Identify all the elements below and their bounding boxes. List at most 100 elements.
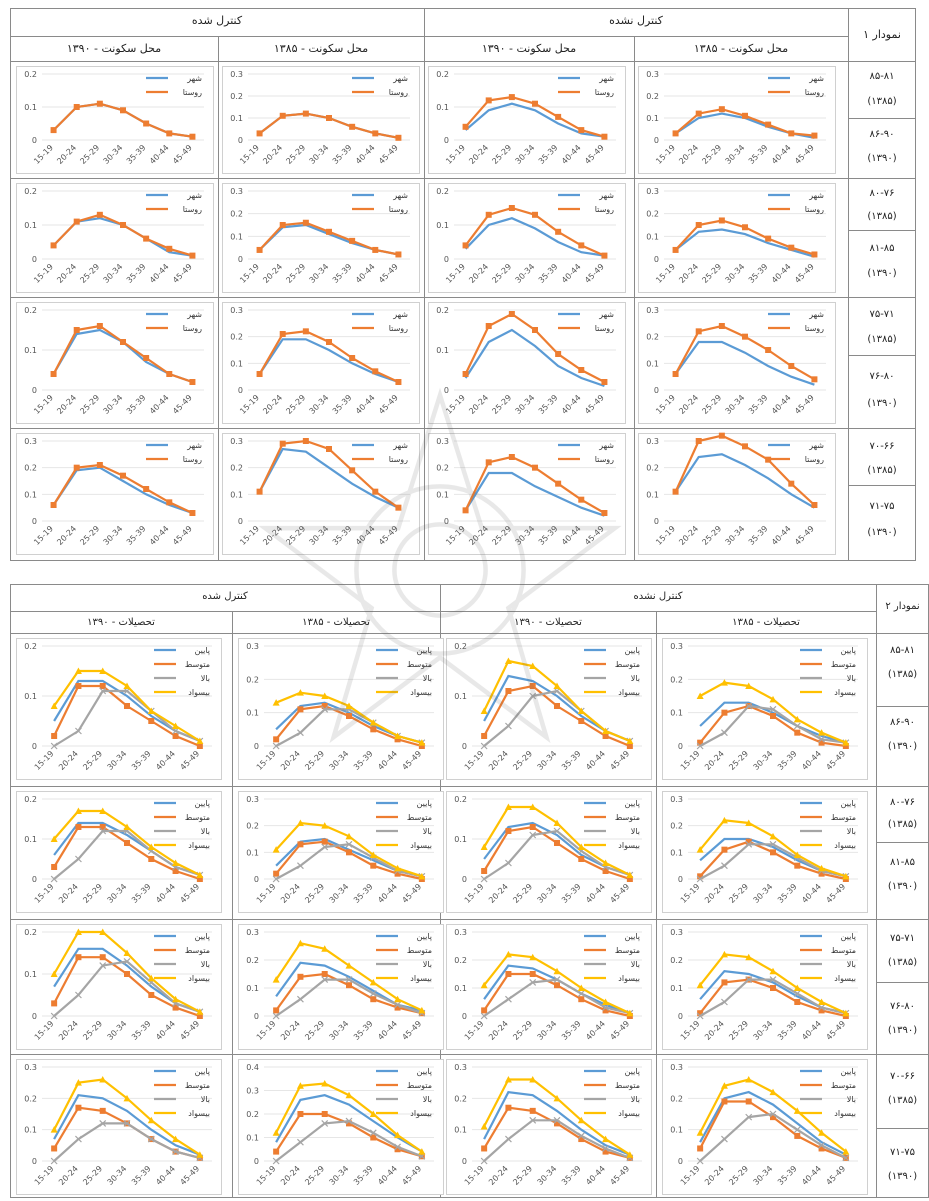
data-point	[50, 242, 57, 249]
data-point	[745, 840, 753, 848]
data-point	[302, 219, 309, 226]
legend-label: پایین	[841, 799, 856, 808]
data-point	[770, 985, 776, 991]
y-tick-label: 0.2	[646, 210, 659, 219]
y-tick-label: 0.1	[230, 232, 243, 241]
data-point	[602, 1148, 609, 1155]
y-tick-label: 0	[678, 742, 683, 751]
data-point	[50, 835, 58, 842]
y-tick-label: 0.2	[670, 822, 683, 831]
legend-label: بالا	[423, 1095, 432, 1104]
data-point	[370, 862, 377, 869]
legend-label: روستا	[183, 324, 202, 333]
legend-label: پایین	[417, 932, 432, 941]
line-chart-t1r2c1: 00.10.20.315-19 20-24 25-29 30-34 35-39 40-44…	[638, 183, 836, 293]
legend-label: پایین	[195, 932, 210, 941]
line-chart-t1r1c4: 00.10.215-19 20-24 25-29 30-34 35-39 40-44 45-…	[16, 66, 214, 174]
data-point	[480, 1123, 488, 1130]
data-point	[99, 1119, 107, 1127]
data-point	[349, 467, 356, 474]
data-point	[696, 875, 704, 883]
y-tick-label: 0.2	[246, 675, 259, 684]
data-point	[788, 244, 795, 251]
y-tick-label: 0.3	[670, 928, 683, 937]
data-point	[99, 687, 107, 695]
legend-label: بالا	[631, 674, 640, 683]
data-point	[553, 682, 561, 689]
legend-label: روستا	[389, 88, 408, 97]
legend-label: شهر	[598, 441, 614, 450]
legend-label: متوسط	[407, 660, 432, 669]
chart-frame	[446, 638, 652, 780]
legend-label: بیسواد	[188, 688, 210, 697]
data-point	[553, 1094, 561, 1102]
data-point	[555, 228, 562, 235]
data-point	[811, 132, 818, 139]
table-2-row-label: (۱۳۹۰)	[887, 881, 918, 892]
table-1-row-label: ۸۵-۸۱	[869, 71, 895, 82]
data-point	[602, 868, 609, 874]
legend-label: متوسط	[831, 660, 856, 669]
data-point	[721, 862, 728, 870]
legend-label: متوسط	[407, 946, 432, 955]
data-point	[297, 862, 304, 870]
legend-label: بالا	[631, 960, 640, 969]
data-point	[395, 251, 402, 258]
y-tick-label: 0.2	[454, 956, 467, 965]
y-tick-label: 0.1	[24, 835, 37, 844]
data-point	[74, 928, 82, 935]
data-point	[532, 464, 538, 471]
legend-label: شهر	[598, 191, 614, 200]
data-point	[369, 978, 377, 986]
y-tick-label: 0.1	[246, 984, 259, 993]
data-point	[50, 970, 58, 977]
table-1-divider	[848, 485, 916, 486]
data-point	[50, 1126, 58, 1133]
data-point	[480, 707, 488, 714]
data-point	[370, 1134, 377, 1141]
table-2-corner-label: نمودار ۲	[885, 601, 920, 612]
data-point	[394, 1004, 401, 1011]
data-point	[842, 743, 849, 749]
data-point	[166, 499, 173, 506]
y-tick-label: 0	[678, 1157, 683, 1166]
line-chart-t2r2c3: 00.10.20.315-19 20-24 25-29 30-34 35-39 40-44…	[238, 791, 444, 913]
line-chart-t1r3c4: 00.10.215-19 20-24 25-29 30-34 35-39 40-44 45-…	[16, 302, 214, 424]
data-point	[505, 1135, 512, 1143]
data-point	[279, 222, 286, 228]
y-tick-label: 0.3	[230, 306, 243, 315]
data-point	[75, 824, 82, 830]
data-point	[818, 739, 825, 746]
line-chart-t1r1c1: 00.10.20.315-19 20-24 25-29 30-34 35-39 40-44…	[638, 66, 836, 174]
y-tick-label: 0.1	[454, 1126, 467, 1135]
data-point	[123, 1119, 131, 1127]
data-point	[99, 667, 107, 674]
data-point	[553, 967, 561, 975]
table-2-row-label: ۸۶-۹۰	[889, 717, 916, 728]
data-point	[577, 1116, 585, 1124]
y-tick-label: 0.3	[246, 1087, 259, 1096]
y-tick-label: 0.3	[670, 642, 683, 651]
data-point	[75, 1104, 82, 1111]
series-line	[699, 1090, 847, 1156]
chart-frame	[238, 924, 444, 1050]
y-tick-label: 0.2	[24, 187, 37, 196]
data-point	[672, 246, 679, 253]
data-point	[485, 323, 492, 329]
data-point	[345, 1091, 353, 1099]
data-point	[50, 742, 58, 750]
data-point	[529, 803, 537, 810]
y-tick-label: 0.3	[454, 928, 467, 937]
data-point	[818, 1141, 825, 1149]
line-chart-t1r3c3: 00.10.20.315-19 20-24 25-29 30-34 35-39 40-44…	[222, 302, 420, 424]
data-point	[602, 1145, 609, 1152]
data-point	[602, 1004, 609, 1012]
table-1-row-label: (۱۳۹۰)	[867, 153, 897, 164]
data-point	[788, 480, 795, 487]
y-tick-label: 0	[462, 1012, 467, 1021]
data-point	[124, 971, 130, 977]
line-chart-t2r1c1: 00.10.20.315-19 20-24 25-29 30-34 35-39 40-44…	[662, 638, 868, 780]
data-point	[485, 459, 492, 466]
data-point	[321, 1119, 329, 1127]
series-line	[674, 453, 815, 509]
